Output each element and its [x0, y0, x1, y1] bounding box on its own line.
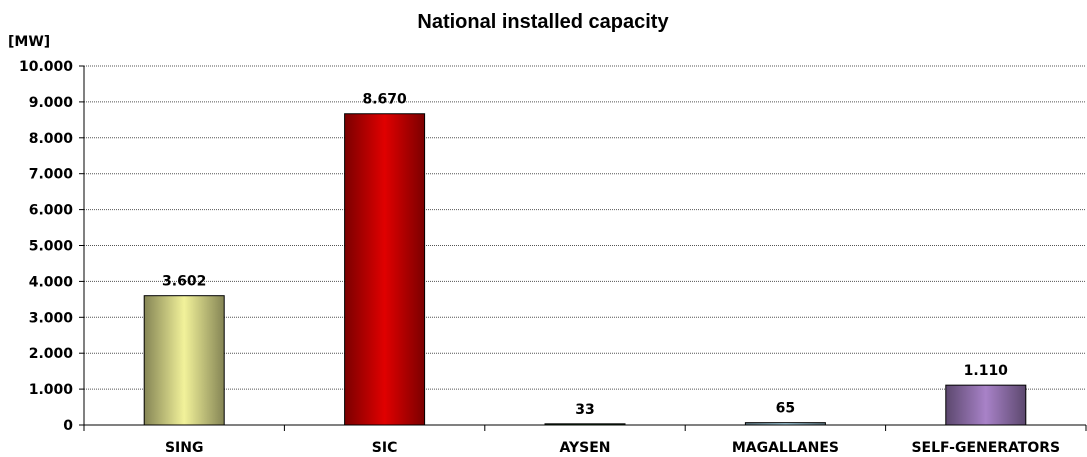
bar-self-generators — [945, 384, 1027, 426]
data-label: 33 — [575, 402, 594, 418]
bar-sic — [344, 113, 426, 426]
y-tick-label: 4.000 — [29, 274, 74, 290]
bar-sing — [143, 295, 225, 426]
y-tick-label: 2.000 — [29, 346, 74, 362]
y-axis-unit-label: [MW] — [8, 34, 50, 50]
y-tick-label: 9.000 — [29, 95, 74, 111]
y-tick-label: 6.000 — [29, 203, 74, 219]
gridlines — [84, 65, 1086, 390]
data-label: 8.670 — [362, 92, 407, 108]
x-tick-label: SELF-GENERATORS — [911, 440, 1060, 456]
x-tick-label: SIC — [372, 440, 398, 456]
y-tick-label: 3.000 — [29, 310, 74, 326]
y-tick-label: 1.000 — [29, 382, 74, 398]
y-tick-label: 7.000 — [29, 167, 74, 183]
y-tick-label: 5.000 — [29, 239, 74, 255]
x-tick-label: SING — [165, 440, 204, 456]
bars — [143, 113, 1027, 426]
x-axis-ticks: SING SIC AYSEN MAGALLANES SELF-GENERATORS — [83, 425, 1087, 456]
data-label: 3.602 — [162, 274, 206, 290]
y-axis-ticks: 0 1.000 2.000 3.000 4.000 5.000 6.000 7.000 8.00… — [19, 59, 84, 434]
y-tick-label: 0 — [63, 418, 73, 434]
chart-title: National installed capacity — [417, 11, 669, 33]
y-tick-label: 8.000 — [29, 131, 74, 147]
data-label: 1.110 — [964, 363, 1009, 379]
x-tick-label: MAGALLANES — [732, 440, 839, 456]
y-tick-label: 10.000 — [19, 59, 73, 75]
data-labels: 3.602 8.670 33 65 1.110 — [162, 92, 1008, 418]
data-label: 65 — [776, 401, 795, 417]
x-tick-label: AYSEN — [560, 440, 611, 456]
